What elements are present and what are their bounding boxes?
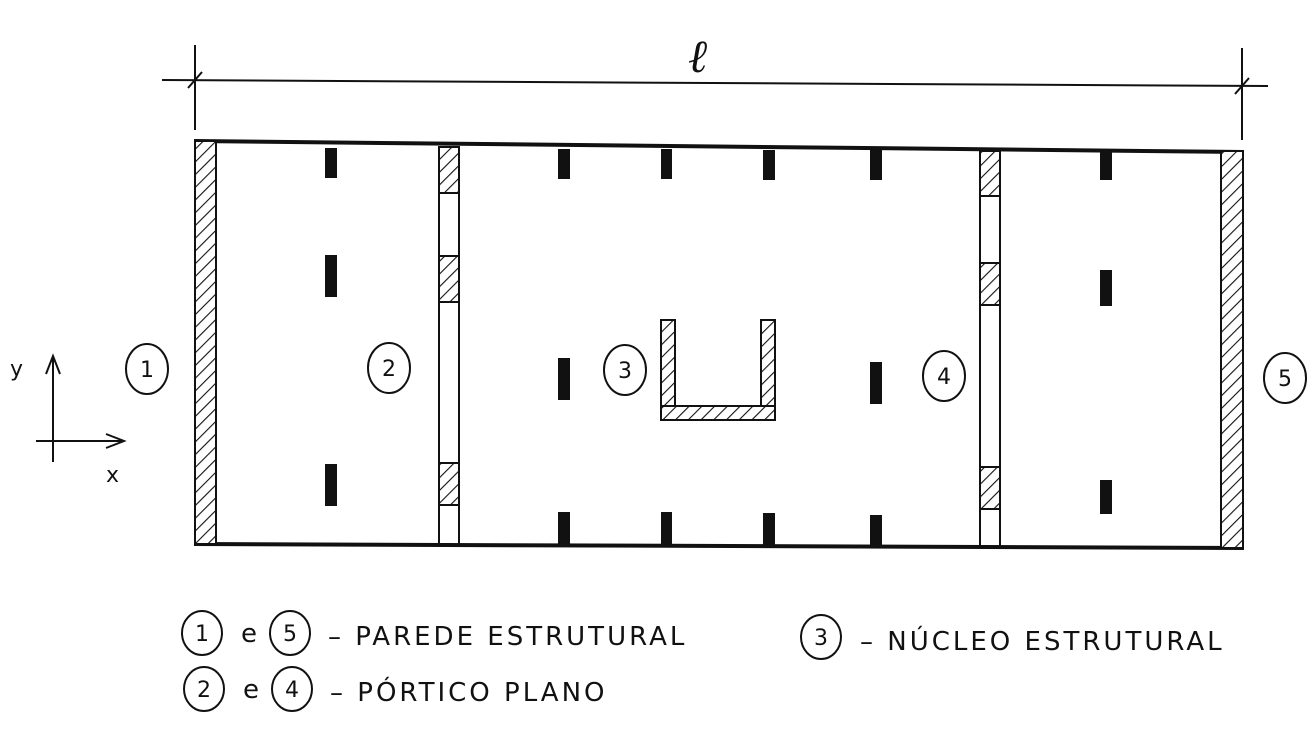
frame-4-wall-mid	[979, 262, 1001, 306]
legend-number: 1	[195, 622, 209, 647]
column	[325, 148, 337, 178]
column	[325, 464, 337, 506]
legend-text: – PÓRTICO PLANO	[330, 676, 607, 708]
legend-number: 3	[814, 626, 828, 651]
plane-frame-2	[438, 146, 460, 545]
element-marker-2: 2	[367, 342, 411, 394]
column	[558, 358, 570, 400]
dimension-label: ℓ	[688, 29, 708, 83]
legend-text: – NÚCLEO ESTRUTURAL	[860, 625, 1225, 657]
column	[325, 255, 337, 297]
axes-indicator: y x	[10, 353, 127, 488]
column	[870, 362, 882, 404]
element-number: 1	[140, 358, 154, 383]
structural-core-3	[660, 319, 776, 421]
legend-conjunction: e	[241, 619, 260, 649]
element-number: 4	[937, 365, 951, 390]
element-number: 2	[382, 357, 396, 382]
core-bottom-wall	[660, 405, 776, 421]
frame-4-wall-bottom	[979, 466, 1001, 510]
legend-number: 4	[285, 678, 299, 703]
column	[558, 149, 570, 179]
legend-number: 2	[197, 678, 211, 703]
legend: 1 e 5 – PAREDE ESTRUTURAL 2 e 4 – PÓRTIC…	[181, 610, 1225, 712]
legend-text: – PAREDE ESTRUTURAL	[328, 622, 687, 652]
column	[870, 515, 882, 548]
legend-row-core: 3 – NÚCLEO ESTRUTURAL	[800, 614, 1225, 660]
column	[870, 150, 882, 180]
column	[1100, 270, 1112, 306]
frame-2-wall-mid	[438, 255, 460, 303]
element-marker-4: 4	[922, 350, 966, 402]
columns	[325, 148, 1112, 548]
frame-4-wall-top	[979, 150, 1001, 197]
column	[661, 149, 672, 179]
element-marker-5: 5	[1263, 352, 1307, 404]
y-axis-label: y	[10, 357, 23, 382]
legend-row-walls: 1 e 5 – PAREDE ESTRUTURAL	[181, 610, 687, 656]
structural-wall-5	[1220, 150, 1244, 549]
element-number: 3	[618, 359, 632, 384]
legend-row-frames: 2 e 4 – PÓRTICO PLANO	[183, 666, 607, 712]
structural-wall-1	[194, 140, 217, 545]
column	[763, 513, 775, 547]
frame-2-wall-top	[438, 146, 460, 194]
frame-2-wall-bottom	[438, 462, 460, 506]
element-marker-3: 3	[603, 344, 647, 396]
column	[763, 150, 775, 180]
plane-frame-4	[979, 150, 1001, 547]
x-axis-label: x	[106, 463, 119, 488]
column	[1100, 480, 1112, 514]
column	[1100, 150, 1112, 180]
legend-conjunction: e	[243, 675, 262, 705]
element-marker-1: 1	[125, 343, 169, 395]
legend-number: 5	[283, 622, 297, 647]
building-outline	[193, 139, 1245, 550]
column	[558, 512, 570, 546]
dimension-line: ℓ	[161, 29, 1269, 140]
column	[661, 512, 672, 546]
element-number: 5	[1278, 367, 1292, 392]
